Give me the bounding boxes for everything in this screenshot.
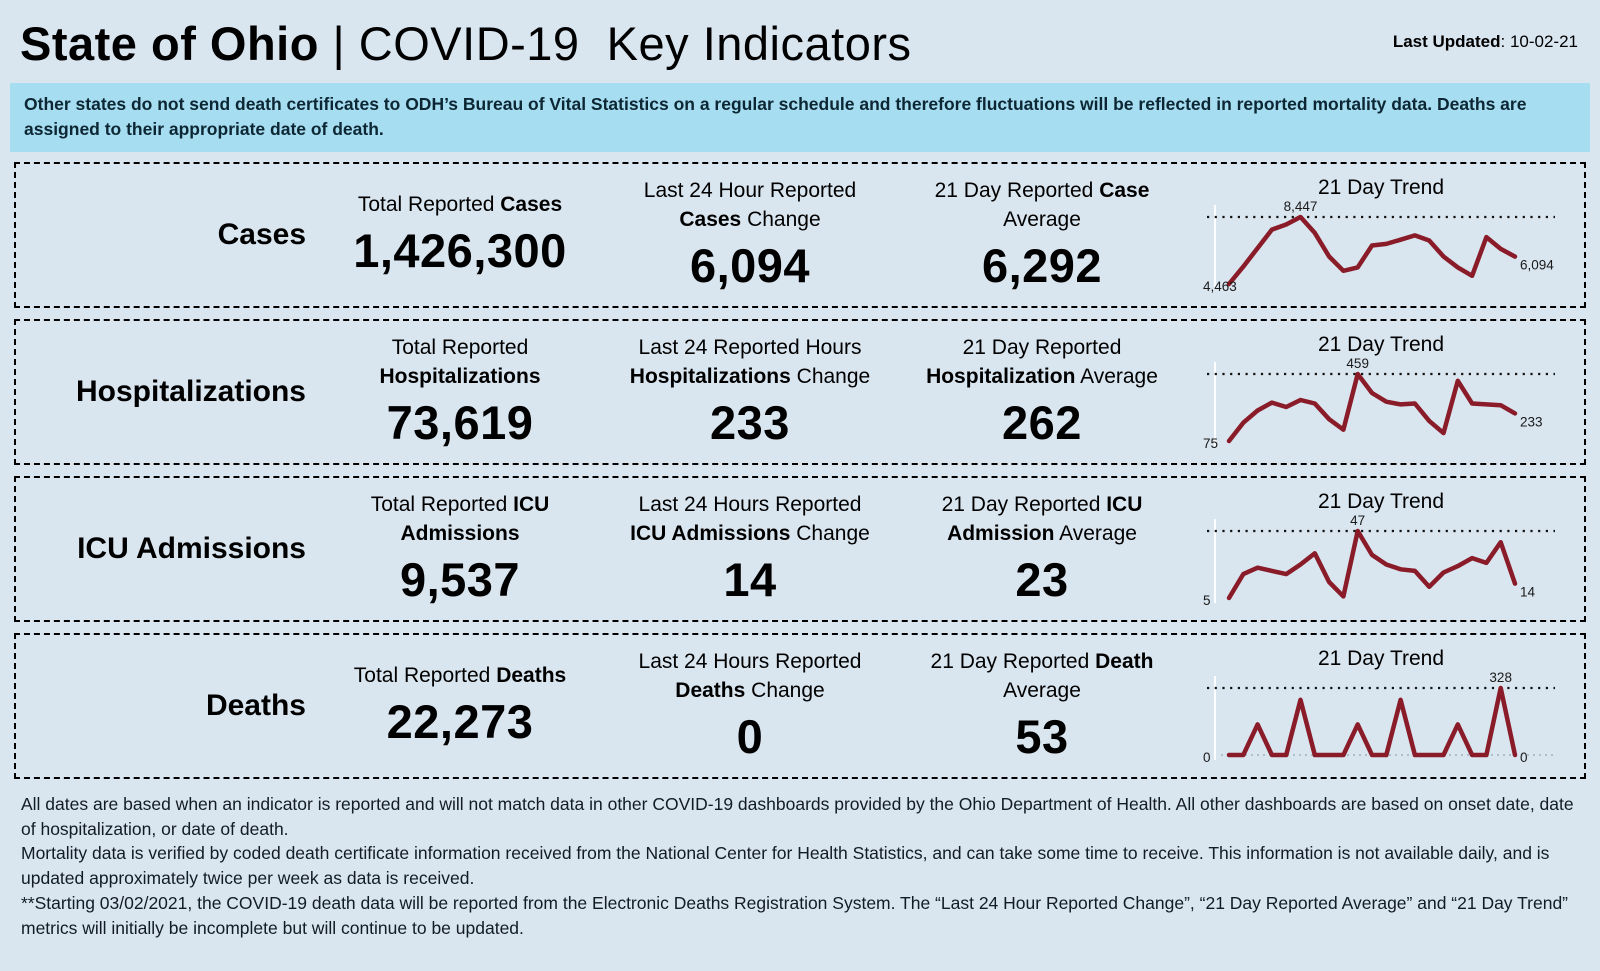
trend-title: 21 Day Trend xyxy=(1317,333,1445,357)
footer-paragraph-1: All dates are based when an indicator is… xyxy=(21,793,1574,839)
metric-value: 233 xyxy=(710,395,790,449)
trend-cases: 21 Day Trend 4,463 8,447 6,094 xyxy=(1188,176,1584,293)
trend-sparkline-hospitalizations: 75 459 233 xyxy=(1203,358,1555,450)
metric-total-cases: Total Reported Cases 1,426,300 xyxy=(316,191,604,278)
indicator-rows: Cases Total Reported Cases 1,426,300 Las… xyxy=(14,161,1586,779)
metric-value: 0 xyxy=(736,709,764,763)
metric-total-icu: Total Reported ICU Admissions 9,537 xyxy=(316,491,604,607)
svg-text:8,447: 8,447 xyxy=(1284,201,1318,214)
trend-icu-admissions: 21 Day Trend 5 47 14 xyxy=(1188,490,1584,607)
row-label-deaths: Deaths xyxy=(205,689,306,723)
metric-average-icu: 21 Day Reported ICU Admission Average 23 xyxy=(896,491,1188,607)
title-separator: | xyxy=(318,17,359,70)
trend-sparkline-cases: 4,463 8,447 6,094 xyxy=(1203,201,1555,293)
metric-header: Last 24 Hour Reported Cases Change xyxy=(643,178,857,231)
metric-header: Last 24 Hours Reported Deaths Change xyxy=(638,649,862,702)
trend-title: 21 Day Trend xyxy=(1317,647,1445,671)
svg-text:14: 14 xyxy=(1520,585,1536,600)
footer-notes: All dates are based when an indicator is… xyxy=(21,792,1579,941)
metric-average-hospitalizations: 21 Day Reported Hospitalization Average 2… xyxy=(896,334,1188,450)
trend-title: 21 Day Trend xyxy=(1317,490,1445,514)
metric-change-cases: Last 24 Hour Reported Cases Change 6,094 xyxy=(604,177,896,293)
metric-value: 262 xyxy=(1002,395,1082,449)
trend-sparkline-icu-admissions: 5 47 14 xyxy=(1203,515,1555,607)
metric-header: 21 Day Reported ICU Admission Average xyxy=(941,492,1143,545)
metric-average-deaths: 21 Day Reported Death Average 53 xyxy=(896,648,1188,764)
trend-title: 21 Day Trend xyxy=(1317,176,1445,200)
trend-deaths: 21 Day Trend 0 328 0 xyxy=(1188,647,1584,764)
metric-change-hospitalizations: Last 24 Reported Hours Hospitalizations C… xyxy=(604,334,896,450)
metric-value: 73,619 xyxy=(386,395,534,449)
row-label-icu-admissions: ICU Admissions xyxy=(77,532,306,566)
metric-header: Total Reported ICU Admissions xyxy=(370,492,550,545)
metric-header: 21 Day Reported Death Average xyxy=(930,649,1154,702)
metric-value: 23 xyxy=(1015,552,1069,606)
trend-hospitalizations: 21 Day Trend 75 459 233 xyxy=(1188,333,1584,450)
svg-text:0: 0 xyxy=(1520,750,1528,764)
footer-paragraph-3: **Starting 03/02/2021, the COVID-19 deat… xyxy=(21,893,1568,938)
metric-value: 1,426,300 xyxy=(353,224,567,278)
metric-value: 6,094 xyxy=(689,238,811,292)
metric-header: Total Reported Cases xyxy=(357,193,563,217)
metric-change-icu: Last 24 Hours Reported ICU Admissions Cha… xyxy=(604,491,896,607)
svg-text:328: 328 xyxy=(1489,672,1512,685)
svg-text:0: 0 xyxy=(1203,750,1211,764)
metric-value: 22,273 xyxy=(386,695,534,749)
page-title-state: State of Ohio xyxy=(20,17,319,70)
metric-header: Total Reported Hospitalizations xyxy=(379,335,541,388)
svg-text:6,094: 6,094 xyxy=(1520,258,1554,273)
notice-banner: Other states do not send death certifica… xyxy=(10,83,1590,152)
svg-text:4,463: 4,463 xyxy=(1203,279,1237,293)
row-label-cases: Cases xyxy=(217,218,306,252)
page-title: State of Ohio | COVID-19 Key Indicators xyxy=(20,16,912,71)
metric-header: 21 Day Reported Hospitalization Average xyxy=(926,335,1158,388)
indicator-row-deaths: Deaths Total Reported Deaths 22,273 Last… xyxy=(14,632,1586,779)
indicator-row-cases: Cases Total Reported Cases 1,426,300 Las… xyxy=(14,161,1586,308)
metric-change-deaths: Last 24 Hours Reported Deaths Change 0 xyxy=(604,648,896,764)
page-title-subject: COVID-19 Key Indicators xyxy=(358,17,912,70)
metric-header: Last 24 Reported Hours Hospitalizations C… xyxy=(629,335,871,388)
svg-text:47: 47 xyxy=(1350,515,1365,528)
svg-text:75: 75 xyxy=(1203,436,1218,450)
trend-sparkline-deaths: 0 328 0 xyxy=(1203,672,1555,764)
row-label-hospitalizations: Hospitalizations xyxy=(75,375,306,409)
metric-header: Last 24 Hours Reported ICU Admissions Cha… xyxy=(630,492,870,545)
footer-paragraph-2: Mortality data is verified by coded deat… xyxy=(21,843,1550,889)
svg-text:459: 459 xyxy=(1346,358,1369,371)
indicator-row-hospitalizations: Hospitalizations Total Reported Hospitali… xyxy=(14,318,1586,465)
svg-text:5: 5 xyxy=(1203,593,1211,607)
metric-value: 14 xyxy=(723,552,777,606)
metric-header: Total Reported Deaths xyxy=(353,664,567,688)
svg-text:233: 233 xyxy=(1520,415,1543,430)
metric-value: 53 xyxy=(1015,709,1069,763)
metric-average-cases: 21 Day Reported Case Average 6,292 xyxy=(896,177,1188,293)
last-updated-value: : 10-02-21 xyxy=(1500,32,1579,51)
metric-value: 9,537 xyxy=(399,552,521,606)
metric-total-deaths: Total Reported Deaths 22,273 xyxy=(316,662,604,749)
metric-header: 21 Day Reported Case Average xyxy=(934,178,1150,231)
last-updated: Last Updated: 10-02-21 xyxy=(1393,32,1578,52)
metric-total-hospitalizations: Total Reported Hospitalizations 73,619 xyxy=(316,334,604,450)
indicator-row-icu-admissions: ICU Admissions Total Reported ICU Admissi… xyxy=(14,475,1586,622)
last-updated-label: Last Updated xyxy=(1392,32,1501,51)
page-header: State of Ohio | COVID-19 Key Indicators … xyxy=(0,0,1600,77)
metric-value: 6,292 xyxy=(981,238,1103,292)
